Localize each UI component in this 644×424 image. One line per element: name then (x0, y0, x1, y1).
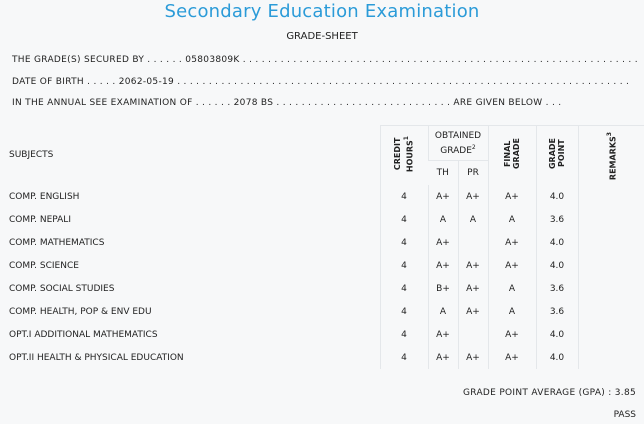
subject-cell: COMP. ENGLISH (9, 191, 80, 202)
final-grade-cell: A (487, 300, 536, 323)
final-grade-cell: A+ (487, 346, 536, 369)
pr-grade-cell: A+ (457, 277, 488, 300)
table-row: COMP. SOCIAL STUDIES 4 B+ A+ A 3.6 (0, 277, 644, 300)
final-grade-cell: A+ (487, 254, 536, 277)
grade-point-cell: 4.0 (535, 231, 578, 254)
credit-hours-cell: 4 (379, 208, 428, 231)
subject-cell: COMP. MATHEMATICS (9, 237, 105, 248)
remarks-cell (577, 208, 644, 231)
result-status: PASS (613, 410, 636, 420)
grade-point-cell: 4.0 (535, 323, 578, 346)
th-grade-cell: A (427, 300, 458, 323)
subject-cell: COMP. NEPALI (9, 214, 71, 225)
credit-hours-cell: 4 (379, 185, 428, 208)
subject-cell: OPT.II HEALTH & PHYSICAL EDUCATION (9, 352, 184, 363)
th-grade-cell: A (427, 208, 458, 231)
credit-hours-cell: 4 (379, 300, 428, 323)
grade-table: SUBJECTS CREDIT HOURS1 OBTAINED GRADE2 FIN… (0, 125, 644, 369)
header-row: SUBJECTS CREDIT HOURS1 OBTAINED GRADE2 FIN… (0, 125, 644, 185)
table-row: COMP. MATHEMATICS 4 A+ A+ 4.0 (0, 231, 644, 254)
remarks-cell (577, 323, 644, 346)
subject-cell: COMP. HEALTH, POP & ENV EDU (9, 306, 152, 317)
th-grade-cell: A+ (427, 346, 458, 369)
th-grade-cell: B+ (427, 277, 458, 300)
final-grade-header: FINAL GRADE (487, 125, 536, 185)
subjects-header: SUBJECTS (9, 150, 54, 161)
th-grade-cell: A+ (427, 231, 458, 254)
grade-point-cell: 3.6 (535, 277, 578, 300)
page-title: Secondary Education Examination (164, 1, 480, 22)
final-grade-cell: A+ (487, 185, 536, 208)
pr-grade-cell (457, 323, 488, 346)
grade-point-cell: 3.6 (535, 208, 578, 231)
remarks-cell (577, 231, 644, 254)
remarks-cell (577, 185, 644, 208)
grade-point-cell: 4.0 (535, 346, 578, 369)
credit-hours-cell: 4 (379, 231, 428, 254)
grade-point-cell: 4.0 (535, 185, 578, 208)
pr-grade-cell: A+ (457, 346, 488, 369)
table-row: COMP. ENGLISH 4 A+ A+ A+ 4.0 (0, 185, 644, 208)
remarks-header: REMARKS3 (577, 125, 644, 185)
obtained-grade-header: OBTAINED GRADE2 (427, 125, 488, 161)
grade-point-cell: 4.0 (535, 254, 578, 277)
credit-hours-cell: 4 (379, 254, 428, 277)
th-header: TH (428, 160, 458, 185)
credit-hours-cell: 4 (379, 323, 428, 346)
final-grade-cell: A+ (487, 323, 536, 346)
table-row: OPT.I ADDITIONAL MATHEMATICS 4 A+ A+ 4.0 (0, 323, 644, 346)
grade-point-cell: 3.6 (535, 300, 578, 323)
pr-grade-cell: A+ (457, 300, 488, 323)
credit-hours-cell: 4 (379, 346, 428, 369)
pr-header: PR (457, 160, 488, 185)
table-row: COMP. SCIENCE 4 A+ A+ A+ 4.0 (0, 254, 644, 277)
credit-hours-cell: 4 (379, 277, 428, 300)
sub-header-row: TH PR (0, 160, 644, 185)
th-grade-cell: A+ (427, 323, 458, 346)
th-grade-cell: A+ (427, 254, 458, 277)
final-grade-cell: A (487, 277, 536, 300)
final-grade-cell: A+ (487, 231, 536, 254)
page-subtitle: GRADE-SHEET (286, 31, 358, 42)
table-row: COMP. HEALTH, POP & ENV EDU 4 A A+ A 3.6 (0, 300, 644, 323)
subject-cell: OPT.I ADDITIONAL MATHEMATICS (9, 329, 158, 340)
subject-cell: COMP. SOCIAL STUDIES (9, 283, 115, 294)
exam-line: IN THE ANNUAL SEE EXAMINATION OF . . . .… (12, 98, 562, 108)
table-row: COMP. NEPALI 4 A A A 3.6 (0, 208, 644, 231)
grade-point-header: GRADE POINT (535, 125, 578, 185)
remarks-cell (577, 300, 644, 323)
pr-grade-cell: A+ (457, 254, 488, 277)
pr-grade-cell (457, 231, 488, 254)
secured-by-line: THE GRADE(S) SECURED BY . . . . . . 0580… (12, 55, 638, 65)
final-grade-cell: A (487, 208, 536, 231)
gpa-value: GRADE POINT AVERAGE (GPA) : 3.85 (463, 388, 636, 398)
credit-hours-header: CREDIT HOURS1 (379, 125, 428, 185)
remarks-cell (577, 346, 644, 369)
pr-grade-cell: A+ (457, 185, 488, 208)
remarks-cell (577, 277, 644, 300)
subject-cell: COMP. SCIENCE (9, 260, 79, 271)
table-row: OPT.II HEALTH & PHYSICAL EDUCATION 4 A+ A+ A… (0, 346, 644, 369)
th-grade-cell: A+ (427, 185, 458, 208)
remarks-cell (577, 254, 644, 277)
pr-grade-cell: A (457, 208, 488, 231)
date-of-birth-line: DATE OF BIRTH . . . . . 2062-05-19 . . .… (12, 77, 630, 87)
